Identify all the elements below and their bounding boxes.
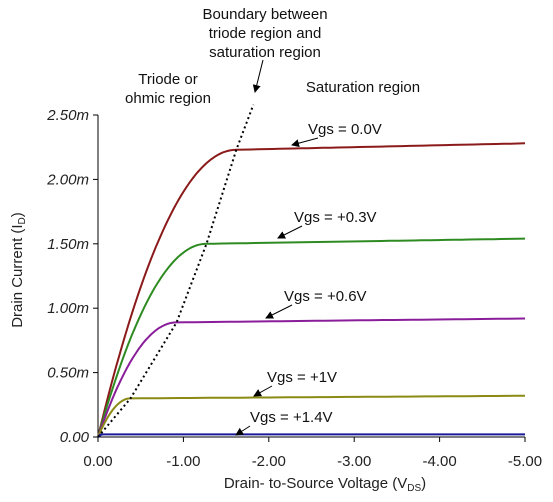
y-tick-label: 1.00m — [47, 300, 89, 317]
x-tick-label: -3.00 — [337, 453, 371, 470]
y-tick-label: 2.00m — [46, 171, 89, 188]
boundary-arrow — [252, 59, 264, 93]
annotation-text: Triode or — [138, 71, 197, 88]
annotations: Boundary between triode region and saturat… — [125, 6, 420, 436]
curve-label: Vgs = +0.3V — [294, 209, 377, 226]
curve-label: Vgs = +1V — [267, 369, 337, 386]
x-tick-label: -5.00 — [508, 453, 542, 470]
x-tick-label: -2.00 — [252, 453, 286, 470]
curve-label-arrow — [253, 385, 273, 397]
curve-label: Vgs = +0.6V — [284, 288, 367, 305]
series-line-1 — [97, 237, 526, 438]
y-tick-label: 0.50m — [47, 365, 89, 382]
y-tick-label: 0.00 — [60, 429, 90, 446]
curve-label-arrow — [235, 425, 251, 436]
boundary-dotted-line — [97, 104, 255, 438]
annotation-text: ohmic region — [125, 90, 211, 107]
annotation-text: saturation region — [209, 44, 321, 61]
curve-label-arrow — [265, 304, 293, 319]
ticks: 0.00 0.50m 1.00m 1.50m 2.00m 2.50m 0.00 -1.00 -2… — [46, 107, 542, 470]
curve-label: Vgs = +1.4V — [250, 409, 333, 426]
series-line-0 — [97, 142, 526, 438]
boundary-curve — [97, 59, 264, 438]
annotation-text: triode region and — [209, 25, 322, 42]
curve-label-arrow — [291, 137, 319, 148]
series-line-3 — [97, 394, 525, 438]
x-tick-label: -4.00 — [422, 453, 456, 470]
curve-label: Vgs = 0.0V — [308, 121, 382, 138]
series-line-2 — [97, 317, 526, 438]
x-tick-label: 0.00 — [83, 453, 112, 470]
annotation-text: Boundary between — [202, 6, 327, 23]
y-axis-label: Drain Current (ID) — [9, 212, 28, 328]
x-tick-label: -1.00 — [166, 453, 200, 470]
x-axis-label: Drain- to-Source Voltage (VDS) — [224, 475, 426, 494]
annotation-text: Saturation region — [306, 79, 420, 96]
axes — [97, 115, 525, 438]
curve-label-arrow — [277, 225, 303, 239]
y-tick-label: 1.50m — [47, 236, 89, 253]
y-tick-label: 2.50m — [46, 107, 89, 124]
